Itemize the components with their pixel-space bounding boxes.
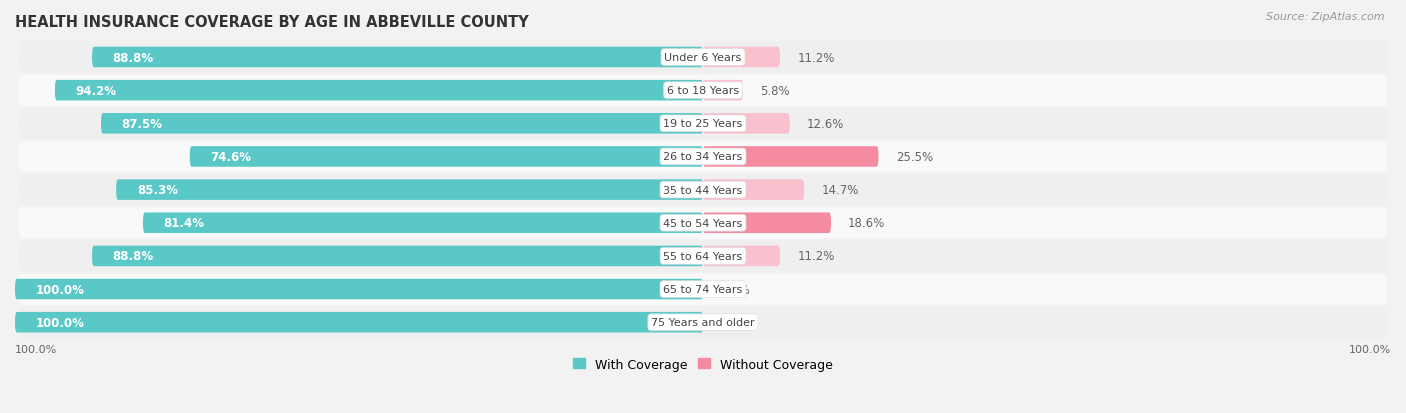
Text: 0.0%: 0.0% [720, 316, 749, 329]
FancyBboxPatch shape [703, 180, 804, 200]
FancyBboxPatch shape [18, 241, 1388, 272]
Legend: With Coverage, Without Coverage: With Coverage, Without Coverage [568, 353, 838, 375]
FancyBboxPatch shape [703, 147, 879, 167]
Text: 65 to 74 Years: 65 to 74 Years [664, 285, 742, 294]
Text: 88.8%: 88.8% [112, 250, 153, 263]
FancyBboxPatch shape [15, 312, 703, 333]
FancyBboxPatch shape [703, 246, 780, 266]
FancyBboxPatch shape [55, 81, 703, 101]
Text: 74.6%: 74.6% [211, 151, 252, 164]
Text: 100.0%: 100.0% [15, 344, 58, 354]
Text: 100.0%: 100.0% [35, 316, 84, 329]
FancyBboxPatch shape [18, 42, 1388, 74]
FancyBboxPatch shape [703, 213, 831, 233]
FancyBboxPatch shape [18, 175, 1388, 206]
Text: 6 to 18 Years: 6 to 18 Years [666, 86, 740, 96]
Text: 75 Years and older: 75 Years and older [651, 318, 755, 328]
FancyBboxPatch shape [101, 114, 703, 134]
Text: 14.7%: 14.7% [821, 184, 859, 197]
Text: 94.2%: 94.2% [76, 84, 117, 97]
FancyBboxPatch shape [703, 114, 790, 134]
Text: 88.8%: 88.8% [112, 51, 153, 64]
FancyBboxPatch shape [15, 279, 703, 299]
Text: 25.5%: 25.5% [896, 151, 932, 164]
FancyBboxPatch shape [703, 81, 742, 101]
Text: 55 to 64 Years: 55 to 64 Years [664, 251, 742, 261]
Text: 85.3%: 85.3% [136, 184, 177, 197]
Text: 12.6%: 12.6% [807, 118, 844, 131]
Text: 87.5%: 87.5% [122, 118, 163, 131]
FancyBboxPatch shape [18, 307, 1388, 338]
Text: HEALTH INSURANCE COVERAGE BY AGE IN ABBEVILLE COUNTY: HEALTH INSURANCE COVERAGE BY AGE IN ABBE… [15, 15, 529, 30]
FancyBboxPatch shape [703, 47, 780, 68]
FancyBboxPatch shape [18, 274, 1388, 305]
FancyBboxPatch shape [18, 142, 1388, 173]
Text: 45 to 54 Years: 45 to 54 Years [664, 218, 742, 228]
FancyBboxPatch shape [143, 213, 703, 233]
FancyBboxPatch shape [18, 208, 1388, 239]
Text: Under 6 Years: Under 6 Years [665, 53, 741, 63]
Text: 18.6%: 18.6% [848, 217, 886, 230]
Text: 26 to 34 Years: 26 to 34 Years [664, 152, 742, 162]
Text: 5.8%: 5.8% [761, 84, 790, 97]
FancyBboxPatch shape [91, 246, 703, 266]
FancyBboxPatch shape [18, 76, 1388, 107]
FancyBboxPatch shape [91, 47, 703, 68]
Text: 11.2%: 11.2% [797, 51, 835, 64]
FancyBboxPatch shape [117, 180, 703, 200]
FancyBboxPatch shape [18, 109, 1388, 140]
Text: 11.2%: 11.2% [797, 250, 835, 263]
Text: 100.0%: 100.0% [1348, 344, 1391, 354]
Text: 100.0%: 100.0% [35, 283, 84, 296]
Text: Source: ZipAtlas.com: Source: ZipAtlas.com [1267, 12, 1385, 22]
FancyBboxPatch shape [190, 147, 703, 167]
Text: 81.4%: 81.4% [163, 217, 205, 230]
Text: 0.0%: 0.0% [720, 283, 749, 296]
Text: 35 to 44 Years: 35 to 44 Years [664, 185, 742, 195]
Text: 19 to 25 Years: 19 to 25 Years [664, 119, 742, 129]
